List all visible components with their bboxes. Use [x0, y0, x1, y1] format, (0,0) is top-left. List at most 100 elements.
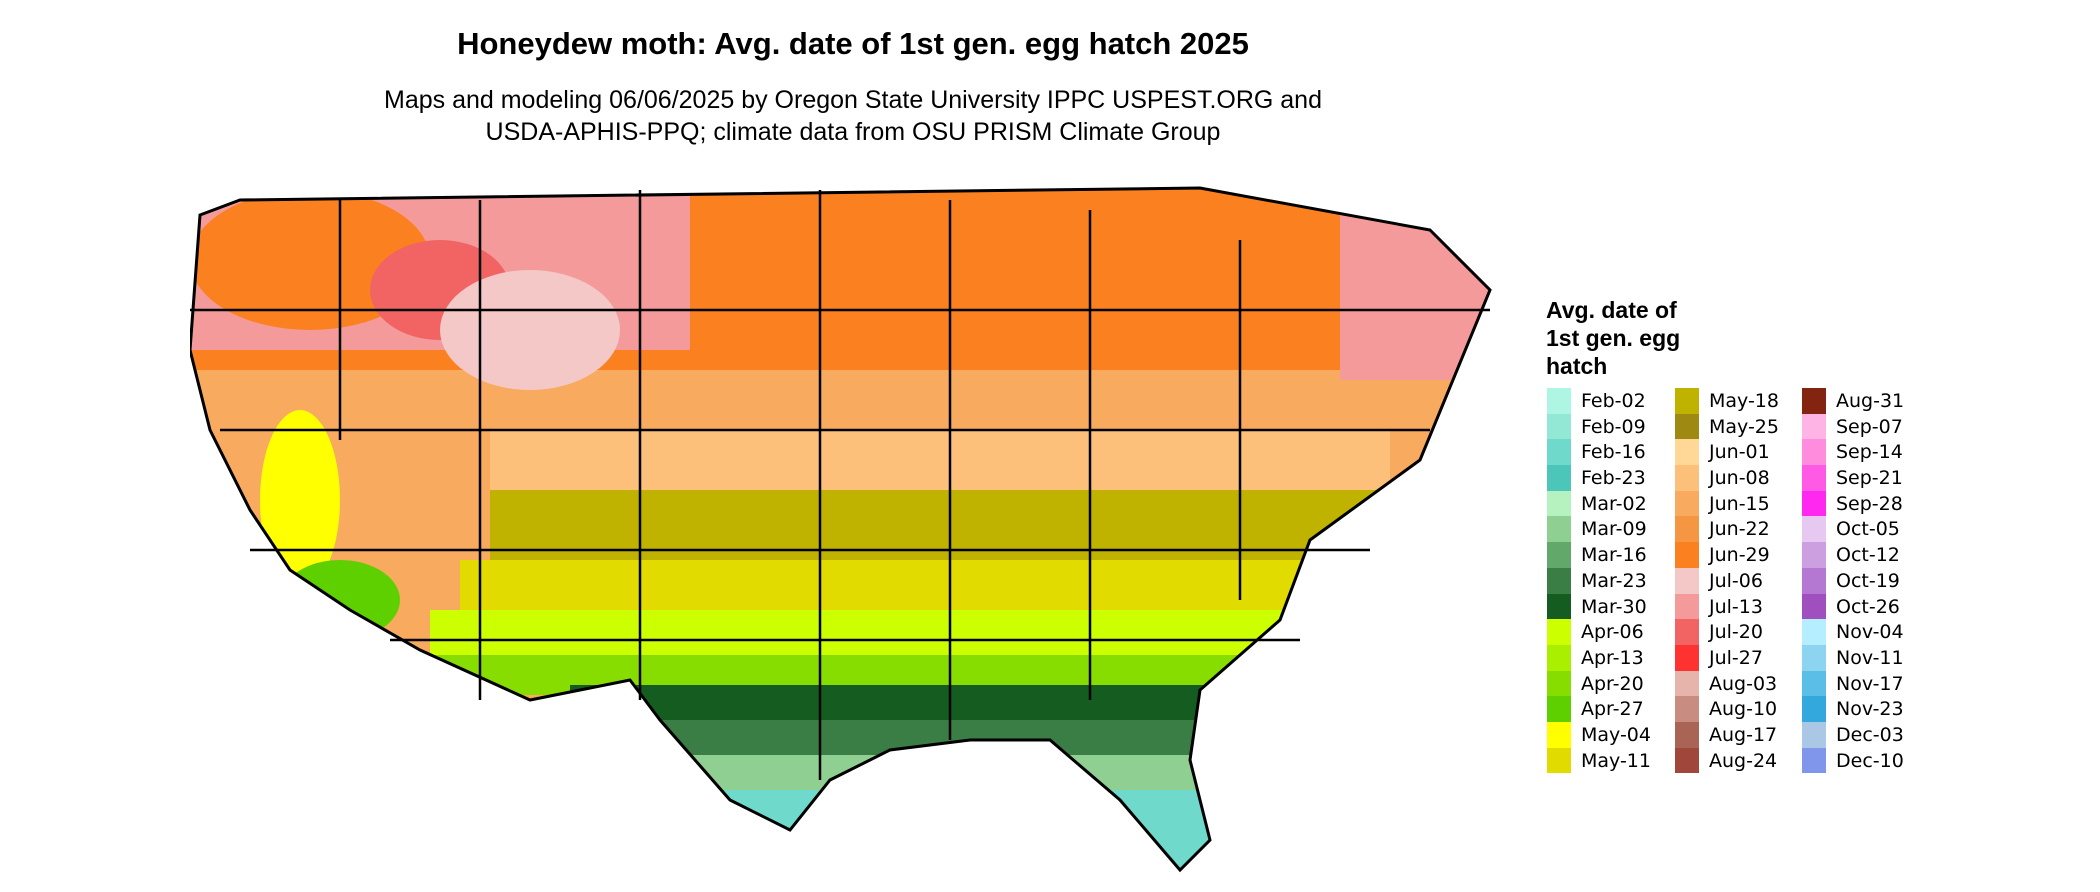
legend-label: Oct-12	[1836, 544, 1900, 567]
legend-entry: Aug-31	[1802, 388, 1932, 414]
legend-label: May-18	[1709, 390, 1779, 412]
legend-entry: Dec-10	[1802, 747, 1932, 774]
legend-entry: Oct-12	[1802, 542, 1932, 568]
legend-label: Nov-17	[1836, 672, 1904, 695]
legend-entry: Jun-29	[1675, 542, 1805, 568]
legend-label: Jun-01	[1709, 441, 1770, 464]
legend-label: Aug-31	[1836, 390, 1905, 412]
legend-swatch	[1675, 465, 1699, 491]
legend-entry: Mar-02	[1547, 490, 1677, 517]
legend-column: Feb-02 Feb-09 Feb-16 Feb-23 Mar-02 Mar-09 Mar-…	[1547, 388, 1677, 774]
legend-label: Dec-03	[1836, 723, 1904, 746]
legend-swatch	[1802, 593, 1826, 620]
legend-swatch	[1547, 388, 1571, 414]
legend-title-line-1: Avg. date of	[1546, 297, 1677, 323]
legend-label: Aug-10	[1709, 698, 1778, 721]
legend-swatch	[1675, 413, 1699, 440]
legend-entry: Jul-06	[1675, 567, 1805, 594]
legend-swatch	[1675, 721, 1699, 748]
legend-entry: Feb-16	[1547, 439, 1677, 466]
legend-entry: Sep-14	[1802, 439, 1932, 466]
legend-label: Jun-08	[1709, 467, 1770, 490]
legend-column: May-18 May-25 Jun-01 Jun-08 Jun-15 Jun-22 Jun-…	[1675, 388, 1805, 774]
legend-swatch	[1547, 439, 1571, 466]
legend-entry: Feb-02	[1547, 388, 1677, 414]
legend-label: May-04	[1581, 723, 1651, 746]
map-subtitle: Maps and modeling 06/06/2025 by Oregon S…	[0, 84, 1706, 148]
legend-swatch	[1802, 516, 1826, 543]
legend-swatch	[1547, 490, 1571, 517]
legend-label: Jun-22	[1709, 518, 1770, 541]
legend-swatch	[1802, 439, 1826, 466]
legend-entry: Mar-09	[1547, 516, 1677, 543]
legend-swatch	[1547, 670, 1571, 697]
legend-entry: Sep-21	[1802, 465, 1932, 491]
legend-entry: Aug-03	[1675, 670, 1805, 697]
legend-label: Mar-23	[1581, 569, 1647, 592]
legend-entry: Feb-09	[1547, 413, 1677, 440]
legend-label: Jul-27	[1709, 646, 1763, 669]
legend-swatch	[1547, 413, 1571, 440]
legend-label: Jul-20	[1709, 621, 1763, 644]
legend-label: Oct-19	[1836, 569, 1900, 592]
legend-swatch	[1675, 670, 1699, 697]
legend-swatch	[1802, 542, 1826, 568]
legend-swatch	[1675, 644, 1699, 671]
legend-swatch	[1675, 593, 1699, 620]
legend-swatch	[1675, 516, 1699, 543]
legend-label: Feb-23	[1581, 467, 1646, 490]
legend-swatch	[1675, 619, 1699, 645]
subtitle-line-2: USDA-APHIS-PPQ; climate data from OSU PR…	[485, 118, 1221, 146]
legend-swatch	[1547, 465, 1571, 491]
legend-entry: Oct-19	[1802, 567, 1932, 594]
legend-label: Mar-02	[1581, 492, 1647, 515]
legend-label: Apr-20	[1581, 672, 1644, 695]
legend-entry: Dec-03	[1802, 721, 1932, 748]
legend-swatch	[1802, 388, 1826, 414]
legend-swatch	[1802, 696, 1826, 722]
legend-swatch	[1547, 567, 1571, 594]
legend-entry: Sep-28	[1802, 490, 1932, 517]
legend-label: Jun-29	[1709, 544, 1770, 567]
legend-swatch	[1675, 696, 1699, 722]
legend-label: Sep-28	[1836, 492, 1903, 515]
legend-swatch	[1802, 644, 1826, 671]
legend-entry: Apr-20	[1547, 670, 1677, 697]
legend-label: Apr-27	[1581, 698, 1644, 721]
legend-swatch	[1547, 644, 1571, 671]
legend-swatch	[1547, 516, 1571, 543]
legend-column: Aug-31 Sep-07 Sep-14 Sep-21 Sep-28 Oct-05 Oct-…	[1802, 388, 1932, 774]
legend-swatch	[1547, 593, 1571, 620]
legend-entry: Jun-01	[1675, 439, 1805, 466]
legend-entry: May-04	[1547, 721, 1677, 748]
legend-title: Avg. date of 1st gen. egg hatch	[1546, 296, 1680, 380]
legend-swatch	[1675, 439, 1699, 466]
legend-entry: May-18	[1675, 388, 1805, 414]
legend-label: Jul-13	[1709, 595, 1763, 618]
legend-label: Aug-24	[1709, 749, 1778, 772]
legend-swatch	[1547, 619, 1571, 645]
legend-label: Sep-21	[1836, 467, 1903, 490]
legend-label: Nov-23	[1836, 698, 1904, 721]
legend-entry: Sep-07	[1802, 413, 1932, 440]
legend-label: Feb-02	[1581, 390, 1646, 412]
legend-entry: Mar-16	[1547, 542, 1677, 568]
legend-entry: Aug-10	[1675, 696, 1805, 722]
legend-swatch	[1802, 619, 1826, 645]
legend-entry: Jun-15	[1675, 490, 1805, 517]
legend-label: Apr-13	[1581, 646, 1644, 669]
legend-label: Oct-26	[1836, 595, 1900, 618]
legend-entry: Nov-04	[1802, 619, 1932, 645]
map-title: Honeydew moth: Avg. date of 1st gen. egg…	[457, 26, 1249, 61]
legend-label: May-11	[1581, 749, 1651, 772]
legend-entry: May-11	[1547, 747, 1677, 774]
legend-swatch	[1675, 388, 1699, 414]
legend-entry: Apr-06	[1547, 619, 1677, 645]
legend-swatch	[1675, 490, 1699, 517]
legend-title-line-2: 1st gen. egg	[1546, 325, 1681, 351]
legend-title-line-3: hatch	[1546, 353, 1608, 379]
legend-entry: Jul-27	[1675, 644, 1805, 671]
legend-swatch	[1802, 721, 1826, 748]
legend-label: Sep-14	[1836, 441, 1903, 464]
legend-entry: Apr-13	[1547, 644, 1677, 671]
